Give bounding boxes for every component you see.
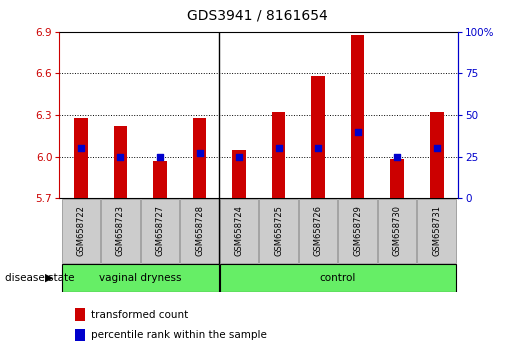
FancyBboxPatch shape [220, 264, 456, 292]
Text: GSM658726: GSM658726 [314, 205, 322, 257]
Bar [390, 159, 404, 198]
Text: GDS3941 / 8161654: GDS3941 / 8161654 [187, 9, 328, 23]
FancyBboxPatch shape [101, 199, 140, 263]
FancyBboxPatch shape [299, 199, 337, 263]
Bar [153, 161, 167, 198]
Point [393, 154, 401, 160]
Point [353, 129, 362, 135]
Point [274, 145, 283, 151]
Text: GSM658724: GSM658724 [234, 206, 244, 256]
FancyBboxPatch shape [62, 264, 219, 292]
Text: ▶: ▶ [45, 273, 53, 283]
Text: GSM658723: GSM658723 [116, 205, 125, 257]
Point [314, 145, 322, 151]
Bar [311, 76, 325, 198]
Point [433, 145, 441, 151]
FancyBboxPatch shape [338, 199, 377, 263]
Point [77, 145, 85, 151]
Point [156, 154, 164, 160]
Text: GSM658731: GSM658731 [432, 205, 441, 257]
Bar [193, 118, 207, 198]
Bar [75, 329, 85, 341]
Point [195, 150, 203, 156]
Text: GSM658725: GSM658725 [274, 206, 283, 256]
Text: transformed count: transformed count [91, 310, 188, 320]
Text: GSM658727: GSM658727 [156, 205, 164, 257]
Text: control: control [320, 273, 356, 283]
Bar [271, 112, 285, 198]
Bar [74, 118, 88, 198]
FancyBboxPatch shape [62, 199, 100, 263]
Text: percentile rank within the sample: percentile rank within the sample [91, 330, 267, 340]
Text: disease state: disease state [5, 273, 75, 283]
FancyBboxPatch shape [377, 199, 417, 263]
Bar [114, 126, 127, 198]
Text: GSM658722: GSM658722 [76, 206, 85, 256]
FancyBboxPatch shape [180, 199, 219, 263]
Point [235, 154, 243, 160]
FancyBboxPatch shape [141, 199, 179, 263]
Bar [75, 308, 85, 321]
Point [116, 154, 125, 160]
Text: GSM658729: GSM658729 [353, 206, 362, 256]
FancyBboxPatch shape [417, 199, 456, 263]
Text: GSM658730: GSM658730 [392, 205, 402, 257]
FancyBboxPatch shape [220, 199, 259, 263]
Bar [351, 35, 365, 198]
Bar [232, 150, 246, 198]
Text: vaginal dryness: vaginal dryness [99, 273, 181, 283]
Bar [430, 112, 443, 198]
FancyBboxPatch shape [259, 199, 298, 263]
Text: GSM658728: GSM658728 [195, 205, 204, 257]
